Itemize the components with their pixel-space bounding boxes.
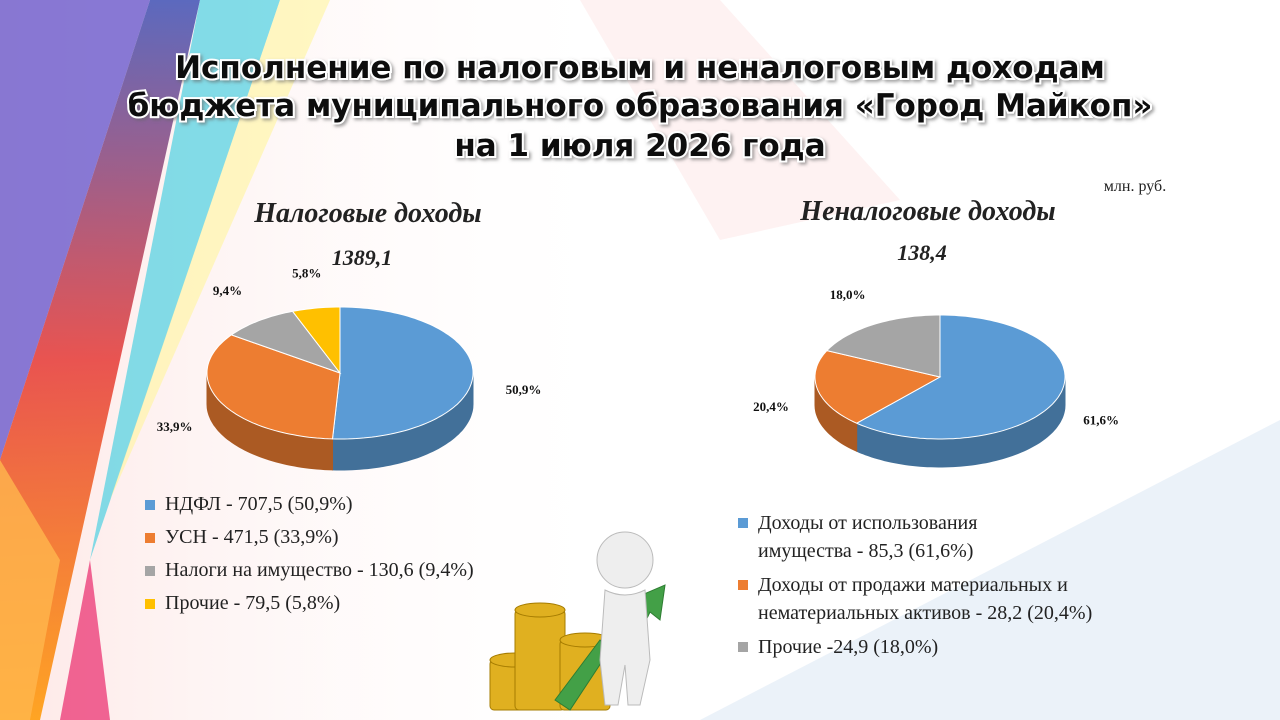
legend-label: НДФЛ - 707,5 (50,9%) bbox=[165, 493, 353, 515]
pie-slice bbox=[230, 310, 342, 375]
chart-title: Неналоговые доходы bbox=[799, 196, 1055, 227]
legend-swatch bbox=[145, 598, 155, 609]
data-label: 5,8% bbox=[292, 265, 321, 280]
legend-label: Прочие -24,9 (18,0%) bbox=[758, 636, 939, 658]
legend-swatch bbox=[738, 518, 748, 528]
data-label: 33,9% bbox=[157, 419, 193, 434]
legend-item: Доходы от использования имущества - 85,3… bbox=[738, 509, 1092, 565]
pie: 50,9% 33,9% 9,4% 5,8% bbox=[157, 265, 542, 471]
slide-title: бюджета муниципального образования «Горо… bbox=[128, 88, 1153, 124]
legend-item: Налоги на имущество - 130,6 (9,4%) bbox=[145, 556, 474, 585]
legend-swatch bbox=[145, 499, 155, 510]
pie-slice bbox=[331, 306, 474, 440]
legend-swatch bbox=[145, 565, 155, 576]
legend-item: УСН - 471,5 (33,9%) bbox=[145, 523, 474, 552]
slide-title: на 1 июля 2026 года bbox=[454, 128, 825, 164]
legend-swatch bbox=[738, 580, 748, 590]
data-label: 61,6% bbox=[1083, 412, 1119, 427]
legend-label: Доходы от продажи материальных и нематер… bbox=[758, 574, 1093, 624]
pie-slice bbox=[291, 306, 341, 375]
legend-label: Доходы от использования имущества - 85,3… bbox=[758, 512, 978, 562]
legend-item: Прочие -24,9 (18,0%) bbox=[738, 633, 1092, 661]
data-label: 18,0% bbox=[830, 287, 866, 302]
unit-label: млн. руб. bbox=[1104, 178, 1166, 195]
pie-slice bbox=[814, 350, 942, 424]
pie-slice bbox=[825, 314, 941, 378]
legend-item: Доходы от продажи материальных и нематер… bbox=[738, 571, 1092, 627]
legend-label: Прочие - 79,5 (5,8%) bbox=[165, 592, 341, 614]
chart-title: Налоговые доходы bbox=[253, 198, 481, 229]
pie: 61,6% 20,4% 18,0% bbox=[753, 287, 1119, 468]
data-label: 20,4% bbox=[753, 399, 789, 414]
legend: Доходы от использования имущества - 85,3… bbox=[738, 509, 1092, 661]
pie-slice bbox=[206, 334, 341, 440]
legend-item: НДФЛ - 707,5 (50,9%) bbox=[145, 490, 474, 519]
legend: НДФЛ - 707,5 (50,9%) УСН - 471,5 (33,9%) Н… bbox=[145, 490, 474, 618]
legend-label: УСН - 471,5 (33,9%) bbox=[165, 526, 339, 548]
legend-item: Прочие - 79,5 (5,8%) bbox=[145, 589, 474, 618]
legend-label: Налоги на имущество - 130,6 (9,4%) bbox=[165, 559, 474, 581]
data-label: 50,9% bbox=[506, 382, 542, 397]
pie-slice bbox=[855, 314, 1066, 440]
legend-swatch bbox=[145, 532, 155, 543]
chart-total: 1389,1 bbox=[332, 245, 393, 270]
slide-title: Исполнение по налоговым и неналоговым до… bbox=[175, 50, 1105, 86]
data-label: 9,4% bbox=[213, 283, 242, 298]
illustration bbox=[489, 531, 666, 711]
legend-swatch bbox=[738, 642, 748, 652]
chart-total: 138,4 bbox=[897, 240, 947, 265]
